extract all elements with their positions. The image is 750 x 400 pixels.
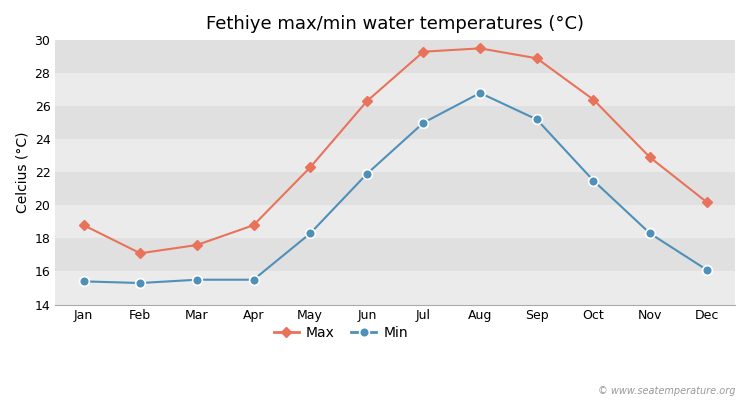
Bar	[56, 73, 735, 106]
Max	[136, 251, 145, 256]
Y-axis label: Celcius (°C): Celcius (°C)	[15, 132, 29, 213]
Min	[419, 120, 428, 125]
Min	[362, 172, 371, 176]
Max	[589, 97, 598, 102]
Min	[306, 231, 315, 236]
Max	[532, 56, 542, 61]
Bar	[56, 139, 735, 172]
Max	[362, 99, 371, 104]
Max	[476, 46, 484, 51]
Line: Min: Min	[79, 88, 712, 288]
Min	[249, 277, 258, 282]
Text: © www.seatemperature.org: © www.seatemperature.org	[598, 386, 735, 396]
Min	[193, 277, 202, 282]
Legend: Max, Min: Max, Min	[268, 320, 413, 345]
Max	[306, 165, 315, 170]
Bar	[56, 40, 735, 73]
Max	[646, 155, 655, 160]
Max	[419, 49, 428, 54]
Min	[532, 117, 542, 122]
Min	[136, 281, 145, 286]
Max	[79, 223, 88, 228]
Min	[476, 90, 484, 95]
Max	[193, 243, 202, 248]
Max	[249, 223, 258, 228]
Bar	[56, 172, 735, 205]
Bar	[56, 205, 735, 238]
Bar	[56, 106, 735, 139]
Bar	[56, 238, 735, 272]
Min	[589, 178, 598, 183]
Min	[702, 268, 711, 272]
Min	[79, 279, 88, 284]
Max	[702, 200, 711, 204]
Min	[646, 231, 655, 236]
Line: Max: Max	[80, 45, 710, 257]
Title: Fethiye max/min water temperatures (°C): Fethiye max/min water temperatures (°C)	[206, 15, 584, 33]
Bar	[56, 272, 735, 304]
